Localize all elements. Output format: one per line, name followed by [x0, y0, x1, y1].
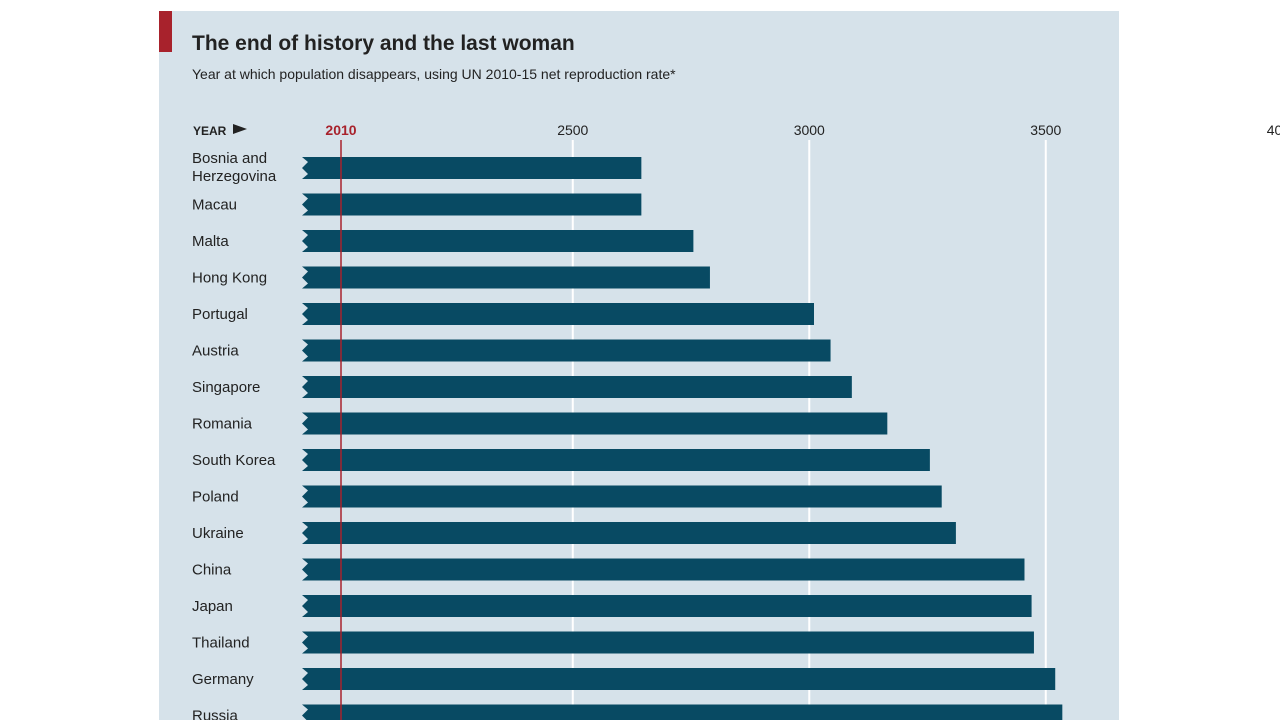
category-label: Austria	[192, 343, 239, 360]
bar-singapore	[302, 376, 852, 398]
bar-thailand	[302, 631, 1034, 654]
x-tick-label-3000: 3000	[794, 122, 825, 138]
bar-china	[302, 558, 1025, 581]
x-tick-label-2010: 2010	[325, 122, 356, 138]
category-labels: Bosnia and Herzegovina Macau Malta Hong Kong…	[192, 150, 277, 720]
category-label: China	[192, 562, 232, 579]
chart-subtitle: Year at which population disappears, usi…	[192, 66, 676, 82]
bar-bosnia-and-herzegovina	[302, 157, 642, 179]
category-label: South Korea	[192, 452, 276, 469]
bar-austria	[302, 339, 831, 362]
bar-germany	[302, 668, 1056, 690]
axis-label: YEAR	[193, 124, 247, 138]
category-label: Hong Kong	[192, 270, 267, 287]
bar-portugal	[302, 303, 814, 325]
bar-ukraine	[302, 522, 956, 544]
axis-arrow-icon	[233, 124, 247, 134]
category-label: Germany	[192, 671, 254, 688]
x-axis-ticks: 2010250030003500400045005000	[325, 122, 1280, 138]
bar-south-korea	[302, 449, 930, 471]
category-label: Malta	[192, 233, 229, 250]
category-label: Japan	[192, 598, 233, 615]
bar-macau	[302, 193, 642, 216]
category-label: Portugal	[192, 306, 248, 323]
category-label: Poland	[192, 489, 239, 506]
accent-tab	[159, 11, 172, 52]
x-tick-label-4000: 4000	[1267, 122, 1280, 138]
axis-label-year: YEAR	[193, 124, 227, 138]
category-label: Thailand	[192, 635, 250, 652]
bar-malta	[302, 230, 694, 252]
bar-romania	[302, 412, 888, 435]
category-label: Ukraine	[192, 525, 244, 542]
category-label: Bosnia and Herzegovina	[192, 150, 277, 185]
category-label: Singapore	[192, 379, 260, 396]
category-label: Russia	[192, 708, 239, 720]
x-tick-label-2500: 2500	[557, 122, 588, 138]
bars	[302, 157, 1063, 720]
bar-poland	[302, 485, 942, 508]
bar-hong-kong	[302, 266, 710, 289]
bar-japan	[302, 595, 1032, 617]
bar-russia	[302, 704, 1063, 720]
category-label: Macau	[192, 197, 237, 214]
chart-title: The end of history and the last woman	[192, 32, 575, 55]
x-tick-label-3500: 3500	[1030, 122, 1061, 138]
category-label: Romania	[192, 416, 253, 433]
